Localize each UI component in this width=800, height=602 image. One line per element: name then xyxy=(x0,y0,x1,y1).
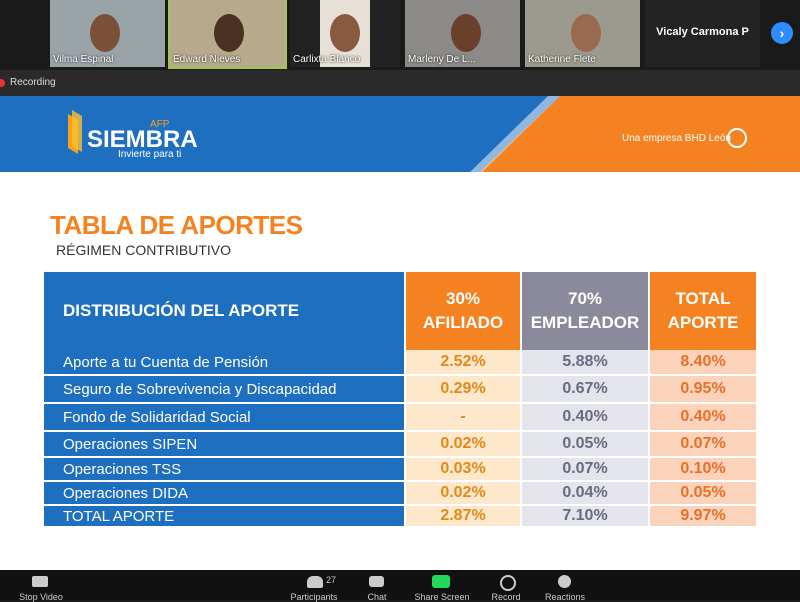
value-cell: 0.05% xyxy=(522,432,650,458)
slide-subtitle: RÉGIMEN CONTRIBUTIVO xyxy=(56,242,232,258)
participant-name: Carlixta Blanco xyxy=(293,54,361,65)
participants-icon xyxy=(307,576,323,588)
row-label: Operaciones SIPEN xyxy=(44,432,406,458)
row-label: Aporte a tu Cuenta de Pensión xyxy=(44,350,406,376)
toolbar-button[interactable]: Record xyxy=(491,592,521,602)
value-cell: 0.29% xyxy=(406,376,522,404)
header-text: AFILIADO xyxy=(422,313,504,332)
participant-name: Katherine Flete xyxy=(528,54,596,65)
video-icon xyxy=(32,576,48,587)
participant-name: Vicaly Carmona P xyxy=(656,26,749,38)
participant-name: Marleny De L... xyxy=(408,54,476,65)
header-cell: 70% EMPLEADOR xyxy=(522,272,650,350)
logo-brand: SIEMBRA xyxy=(87,126,198,153)
header-text: TOTAL xyxy=(675,289,731,308)
row-label: Operaciones DIDA xyxy=(44,482,406,506)
header-text: 70% xyxy=(567,289,603,308)
share-icon xyxy=(432,575,450,588)
value-cell: 0.07% xyxy=(650,432,758,458)
next-page-button[interactable]: › xyxy=(771,22,793,44)
video-tile[interactable]: Katherine Flete xyxy=(525,0,640,67)
slide-title: TABLA DE APORTES xyxy=(50,210,303,240)
partner-label: Una empresa BHD León xyxy=(622,133,731,144)
video-tile[interactable]: Marleny De L... xyxy=(405,0,520,67)
toolbar-button[interactable]: Share Screen xyxy=(414,592,470,602)
row-label: TOTAL APORTE xyxy=(44,506,406,528)
video-tile[interactable]: Vicaly Carmona P xyxy=(645,0,760,67)
value-cell: 0.05% xyxy=(650,482,758,506)
value-cell: 2.87% xyxy=(406,506,522,528)
value-cell: 0.02% xyxy=(406,432,522,458)
header-text: 30% xyxy=(445,289,481,308)
header-cell: DISTRIBUCIÓN DEL APORTE xyxy=(44,272,406,350)
value-cell: 5.88% xyxy=(522,350,650,376)
header-cell: 30% AFILIADO xyxy=(406,272,522,350)
logo-tag: AFP xyxy=(150,119,170,130)
shared-slide: SIEMBRA AFP Invierte para ti Una empresa… xyxy=(0,96,800,570)
value-cell: 0.10% xyxy=(650,458,758,482)
toolbar-button[interactable]: Chat xyxy=(367,592,387,602)
value-cell: 0.40% xyxy=(522,404,650,432)
meeting-toolbar: 27 Stop Video Participants Chat Share Scree… xyxy=(0,570,800,602)
logo-slogan: Invierte para ti xyxy=(118,149,182,160)
chat-icon xyxy=(369,576,384,587)
participants-count: 27 xyxy=(326,575,337,585)
header-text: DISTRIBUCIÓN DEL APORTE xyxy=(63,301,300,320)
header-text: EMPLEADOR xyxy=(530,313,640,332)
slide-banner xyxy=(0,96,800,172)
value-cell: 0.07% xyxy=(522,458,650,482)
value-cell: 2.52% xyxy=(406,350,522,376)
row-label: Operaciones TSS xyxy=(44,458,406,482)
recording-dot xyxy=(0,79,5,87)
value-cell: 0.02% xyxy=(406,482,522,506)
gallery-strip: Vilma Espinal Edward Nieves Carlixta Bla… xyxy=(0,0,800,69)
value-cell: 7.10% xyxy=(522,506,650,528)
header-text: APORTE xyxy=(667,313,739,332)
record-icon xyxy=(500,575,516,591)
value-cell: - xyxy=(406,404,522,432)
value-cell: 8.40% xyxy=(650,350,758,376)
value-cell: 0.40% xyxy=(650,404,758,432)
value-cell: 0.67% xyxy=(522,376,650,404)
value-cell: 0.04% xyxy=(522,482,650,506)
recording-bar: Recording xyxy=(0,70,800,96)
participant-name: Edward Nieves xyxy=(173,54,241,65)
participant-name: Vilma Espinal xyxy=(53,54,114,65)
toolbar-button[interactable]: Reactions xyxy=(544,592,586,602)
video-tile[interactable]: Vilma Espinal xyxy=(50,0,165,67)
video-tile[interactable]: Carlixta Blanco xyxy=(290,0,400,67)
row-label: Seguro de Sobrevivencia y Discapacidad xyxy=(44,376,406,404)
value-cell: 9.97% xyxy=(650,506,758,528)
value-cell: 0.03% xyxy=(406,458,522,482)
toolbar-button[interactable]: Participants xyxy=(290,592,338,602)
video-tile[interactable]: Edward Nieves xyxy=(168,0,287,69)
value-cell: 0.95% xyxy=(650,376,758,404)
row-label: Fondo de Solidaridad Social xyxy=(44,404,406,432)
header-cell: TOTAL APORTE xyxy=(650,272,758,350)
reactions-icon xyxy=(558,575,571,588)
toolbar-button[interactable]: Stop Video xyxy=(19,592,63,602)
recording-label: Recording xyxy=(10,77,56,88)
